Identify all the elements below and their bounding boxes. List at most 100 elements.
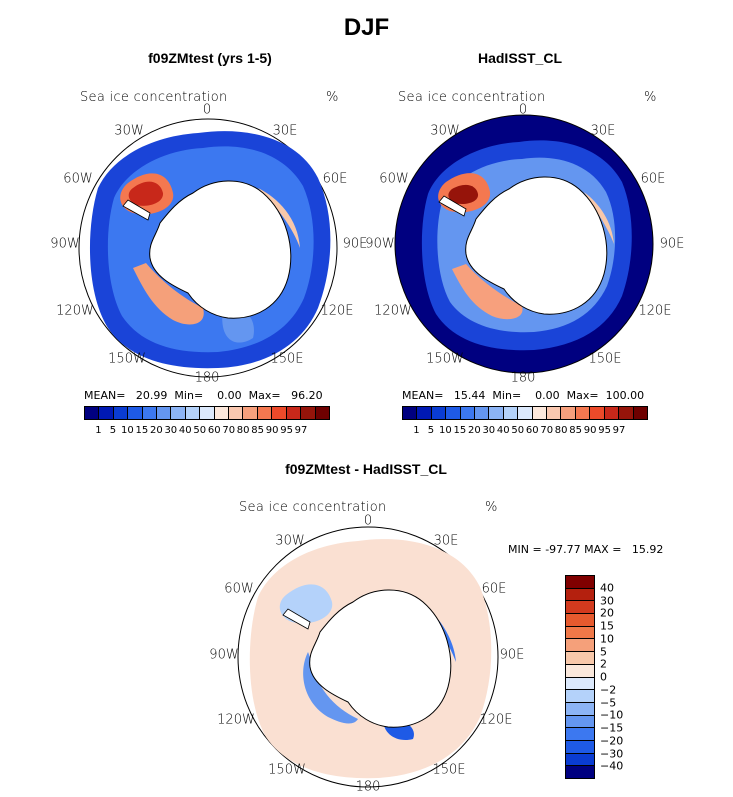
model-variable-label: Sea ice concentration — [80, 90, 228, 105]
obs-colorbar-swatch — [590, 407, 605, 419]
diff-colorbar-swatch — [566, 626, 594, 640]
model-lon-label-120w: 120W — [56, 303, 94, 319]
model-lon-label-180: 180 — [194, 370, 220, 386]
diff-lon-label-120w: 120W — [217, 712, 255, 728]
diff-colorbar-tick-label: 0 — [600, 670, 607, 684]
diff-panel-title: f09ZMtest - HadISST_CL — [285, 461, 447, 477]
obs-colorbar-tick-label: 5 — [427, 425, 435, 436]
diff-lon-label-60e: 60E — [481, 581, 507, 597]
diff-polar-map — [237, 526, 499, 788]
diff-colorbar-swatch — [566, 715, 594, 729]
obs-colorbar-swatch — [489, 407, 504, 419]
obs-lon-label-60w: 60W — [379, 171, 409, 187]
obs-colorbar-tick-label: 30 — [482, 425, 496, 436]
model-lon-label-60e: 60E — [322, 171, 348, 187]
obs-colorbar-swatch — [431, 407, 447, 419]
diff-colorbar-swatch — [566, 664, 594, 678]
obs-colorbar-swatch — [633, 407, 647, 419]
model-lon-label-90e: 90E — [342, 236, 368, 252]
obs-colorbar-swatch — [561, 407, 576, 419]
model-lon-label-0: 0 — [202, 102, 212, 118]
diff-colorbar-tick-label: −2 — [600, 683, 617, 697]
model-antarctica — [149, 180, 292, 319]
model-colorbar-tick-label: 40 — [178, 425, 192, 436]
model-colorbar-tick-label: 97 — [294, 425, 308, 436]
diff-colorbar-swatch — [566, 702, 594, 716]
model-colorbar-swatch — [185, 407, 201, 419]
obs-colorbar-tick-label: 50 — [511, 425, 525, 436]
diff-lon-label-30w: 30W — [275, 533, 305, 549]
obs-colorbar-tick-label: 95 — [598, 425, 611, 436]
diff-colorbar — [565, 575, 595, 779]
diff-colorbar-swatch — [566, 639, 594, 653]
obs-lon-label-30e: 30E — [590, 123, 616, 139]
model-colorbar-tick-label: 5 — [109, 425, 117, 436]
obs-colorbar-tick-label: 80 — [554, 425, 568, 436]
diff-lon-label-90e: 90E — [499, 647, 525, 663]
model-colorbar-tick-label: 80 — [236, 425, 250, 436]
model-lon-label-150w: 150W — [108, 351, 146, 367]
model-colorbar-tick-label: 20 — [149, 425, 163, 436]
model-lon-label-120e: 120E — [320, 303, 354, 319]
model-colorbar-tick-label: 15 — [135, 425, 149, 436]
obs-lon-label-90w: 90W — [365, 236, 395, 252]
diff-stats: MIN = -97.77 MAX = 15.92 — [508, 543, 664, 556]
diff-colorbar-tick-label: −20 — [600, 734, 624, 748]
obs-colorbar-tick-label: 85 — [569, 425, 583, 436]
model-colorbar-tick-label: 1 — [95, 425, 102, 436]
obs-colorbar-tick-label: 15 — [453, 425, 467, 436]
diff-colorbar-swatch — [566, 740, 594, 754]
model-colorbar-tick-label: 85 — [251, 425, 265, 436]
diff-lon-label-120e: 120E — [479, 712, 513, 728]
obs-colorbar-tick-label: 97 — [612, 425, 626, 436]
diff-colorbar-tick-label: −10 — [600, 708, 624, 722]
obs-colorbar-tick-label: 40 — [496, 425, 510, 436]
model-colorbar-swatch — [157, 407, 172, 419]
obs-lon-label-120e: 120E — [638, 303, 672, 319]
diff-colorbar-ticks: 40 30 20 15 10 5 2 0 −2 −5 −10 −15 −20 −30 −40 — [600, 575, 640, 779]
diff-lon-label-90w: 90W — [209, 647, 239, 663]
diff-colorbar-swatch — [566, 588, 594, 602]
diff-lon-label-30e: 30E — [433, 533, 459, 549]
model-colorbar-tick-label: 70 — [222, 425, 236, 436]
diff-colorbar-tick-label: −40 — [600, 759, 624, 773]
diff-colorbar-swatch — [566, 652, 594, 665]
obs-panel-title: HadISST_CL — [477, 50, 562, 66]
diff-colorbar-swatch — [566, 728, 594, 741]
model-units-label: % — [326, 90, 339, 105]
model-colorbar-swatch — [214, 407, 230, 419]
obs-lon-label-120w: 120W — [374, 303, 412, 319]
diff-colorbar-tick-label: 30 — [600, 594, 614, 607]
obs-colorbar-swatch — [503, 407, 519, 419]
diff-colorbar-swatch — [566, 614, 594, 627]
obs-colorbar-tick-label: 1 — [413, 425, 420, 436]
diff-colorbar-swatch — [566, 601, 594, 615]
diff-lon-label-0: 0 — [363, 513, 373, 529]
diff-units-label: % — [485, 500, 498, 515]
model-colorbar-tick-label: 30 — [164, 425, 178, 436]
diff-lon-label-60w: 60W — [224, 581, 254, 597]
diff-colorbar-swatch — [566, 690, 594, 703]
diff-colorbar-tick-label: −5 — [600, 696, 617, 709]
diff-variable-label: Sea ice concentration — [239, 500, 387, 515]
model-colorbar-tick-label: 90 — [265, 425, 279, 436]
obs-lon-label-150w: 150W — [426, 351, 464, 367]
diff-colorbar-tick-label: −30 — [600, 747, 624, 760]
obs-antarctica — [465, 176, 608, 315]
model-colorbar-swatch — [286, 407, 302, 419]
model-colorbar-tick-label: 60 — [207, 425, 221, 436]
diff-colorbar-tick-label: 15 — [600, 619, 614, 633]
model-lon-label-30w: 30W — [114, 123, 144, 139]
obs-colorbar-swatch — [604, 407, 620, 419]
obs-colorbar-tick-label: 60 — [525, 425, 539, 436]
obs-lon-label-150e: 150E — [588, 351, 622, 367]
model-colorbar-tick-label: 10 — [121, 425, 134, 436]
obs-lon-label-0: 0 — [518, 102, 528, 118]
model-colorbar-swatch — [315, 407, 329, 419]
diff-colorbar-tick-label: 5 — [600, 645, 607, 658]
obs-colorbar-swatch — [575, 407, 591, 419]
obs-colorbar-swatch — [446, 407, 461, 419]
obs-colorbar-tick-label: 70 — [540, 425, 554, 436]
model-polar-map — [78, 118, 338, 378]
obs-variable-label: Sea ice concentration — [398, 90, 546, 105]
